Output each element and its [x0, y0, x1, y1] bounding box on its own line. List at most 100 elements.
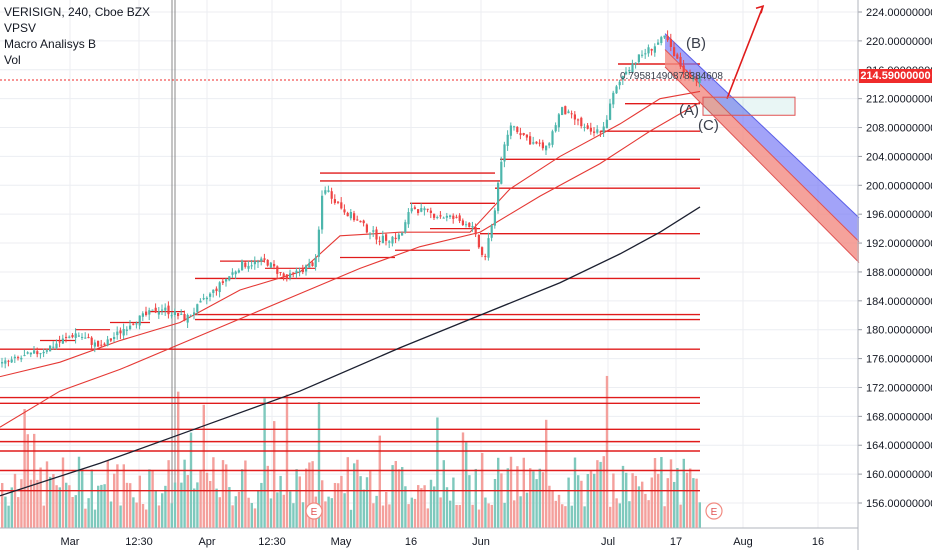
volume-bar: [90, 469, 93, 528]
candle-body: [247, 265, 250, 269]
volume-bar: [628, 501, 631, 528]
volume-bar: [589, 470, 593, 528]
volume-bar: [401, 467, 404, 528]
candle-body: [695, 76, 698, 81]
earnings-badge-label: E: [311, 507, 318, 518]
candle-body: [493, 210, 496, 226]
candle-body: [321, 195, 324, 230]
volume-bar: [417, 485, 420, 528]
volume-bar: [439, 497, 442, 528]
volume-bar: [17, 497, 20, 528]
volume-bar: [497, 457, 500, 528]
volume-bar: [77, 456, 81, 528]
volume-bar: [4, 496, 7, 528]
candle-body: [337, 201, 340, 203]
candle-body: [529, 136, 532, 145]
candle-body: [567, 111, 570, 114]
moving-average-slow: [0, 101, 701, 428]
volume-bar: [529, 468, 532, 528]
y-tick-label: 200.00000000: [866, 180, 932, 192]
symbol-title[interactable]: VERISIGN, 240, Cboe BZX: [4, 5, 151, 19]
candle-body: [561, 107, 564, 116]
candle-body: [269, 262, 272, 268]
candle-body: [202, 298, 205, 300]
volume-bar: [535, 479, 538, 528]
horizontal-levels: [0, 63, 858, 492]
moving-averages: [0, 90, 701, 497]
volume-bar: [407, 504, 410, 528]
candle-body: [212, 289, 215, 293]
volume-bar: [404, 486, 407, 528]
volume-bar: [257, 491, 260, 528]
candle-body: [522, 133, 525, 135]
candle-body: [612, 92, 615, 105]
volume-bar: [167, 460, 170, 528]
candle-body: [410, 208, 413, 212]
descending-channel[interactable]: [664, 33, 860, 263]
y-tick-label: 224.00000000: [866, 7, 932, 19]
indicator-macro[interactable]: Macro Analisys B: [4, 37, 97, 51]
volume-bar: [52, 474, 55, 528]
candle-body: [103, 343, 106, 346]
volume-bar: [13, 473, 17, 528]
volume-bar: [273, 421, 276, 528]
candle-body: [541, 142, 544, 149]
candlesticks: [1, 30, 701, 369]
candle-body: [13, 356, 16, 359]
volume-bar: [42, 505, 45, 528]
y-tick-label: 168.00000000: [866, 411, 932, 423]
volume-bar: [372, 503, 375, 528]
candle-body: [301, 269, 304, 273]
volume-bar: [682, 458, 685, 528]
volume-bar: [263, 398, 266, 528]
volume-bar: [343, 493, 346, 528]
volume-bar: [199, 470, 202, 528]
indicator-volume[interactable]: Vol: [4, 53, 21, 67]
candle-body: [298, 271, 301, 273]
candle-body: [157, 311, 160, 315]
candle-body: [538, 142, 541, 144]
candle-body: [145, 311, 148, 315]
candle-body: [125, 329, 128, 331]
candle-body: [135, 323, 138, 325]
candle-body: [554, 125, 557, 132]
volume-bar: [10, 487, 13, 528]
volume-bar: [381, 505, 385, 528]
candle-body: [151, 309, 154, 311]
volume-bar: [260, 482, 263, 528]
drawings[interactable]: (B) (A)(C) 0.79581490878384608 E E: [305, 5, 796, 520]
volume-bar: [301, 502, 305, 528]
volume-bar: [237, 491, 241, 528]
candle-body: [468, 222, 471, 227]
indicator-vpsv[interactable]: VPSV: [4, 21, 37, 35]
candle-body: [509, 125, 512, 136]
candle-body: [305, 265, 308, 272]
candle-body: [602, 126, 605, 133]
volume-bar: [637, 486, 641, 528]
candle-body: [692, 78, 695, 80]
candle-body: [164, 307, 167, 311]
volume-bar: [55, 485, 58, 528]
candle-body: [583, 126, 586, 128]
volume-bar: [602, 456, 605, 528]
candle-body: [343, 209, 346, 213]
candle-body: [458, 215, 461, 221]
volume-bar: [525, 492, 529, 528]
volume-bar: [509, 456, 513, 528]
candle-body: [132, 323, 135, 325]
volume-bar: [218, 497, 221, 528]
candle-body: [391, 236, 394, 244]
volume-bar: [74, 495, 77, 528]
volume-bar: [484, 497, 487, 528]
x-tick-label: Mar: [61, 536, 80, 548]
candle-body: [497, 182, 500, 211]
volume-bar: [557, 494, 561, 528]
volume-bar: [279, 475, 282, 528]
volume-bar: [429, 479, 433, 528]
volume-bar: [692, 478, 695, 528]
volume-bar: [625, 472, 628, 528]
volume-bar: [577, 475, 580, 528]
volume-bar: [644, 493, 647, 528]
x-tick-label: Jul: [601, 536, 615, 548]
